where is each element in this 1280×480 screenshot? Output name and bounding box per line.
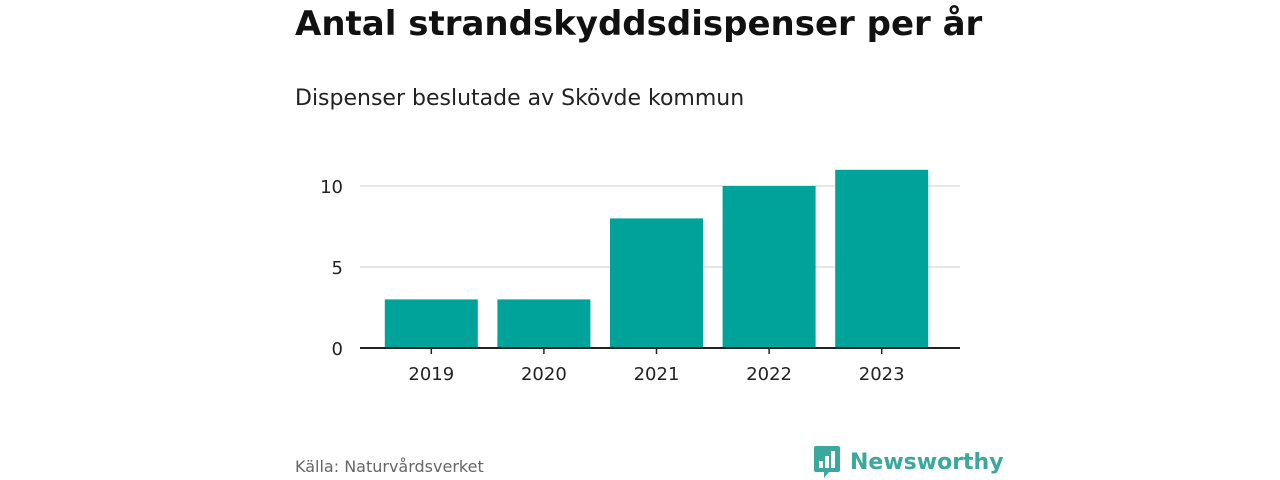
x-tick-label: 2022 xyxy=(746,364,792,385)
y-tick-label: 0 xyxy=(332,339,343,360)
axes: 0 5 10 2019 2020 2021 2022 2023 xyxy=(320,177,960,385)
x-tick-label: 2021 xyxy=(634,364,680,385)
bar-2021 xyxy=(610,218,703,348)
source-note: Källa: Naturvårdsverket xyxy=(295,457,484,476)
x-tick-label: 2020 xyxy=(521,364,567,385)
bar-2020 xyxy=(497,299,591,348)
x-tick-label: 2019 xyxy=(408,364,454,385)
bar-chart-speech-bubble-icon xyxy=(814,446,840,478)
bar-2023 xyxy=(835,169,929,348)
brand-logo[interactable]: Newsworthy xyxy=(813,445,1004,479)
bars xyxy=(384,169,929,348)
brand-name: Newsworthy xyxy=(850,449,1004,475)
bar-2019 xyxy=(384,299,478,348)
x-tick-label: 2023 xyxy=(859,364,905,385)
y-tick-label: 5 xyxy=(332,258,343,279)
chart-subtitle: Dispenser beslutade av Skövde kommun xyxy=(295,86,745,111)
y-tick-label: 10 xyxy=(320,177,343,198)
chart-title: Antal strandskyddsdispenser per år xyxy=(295,4,983,44)
bar-2022 xyxy=(722,186,816,348)
